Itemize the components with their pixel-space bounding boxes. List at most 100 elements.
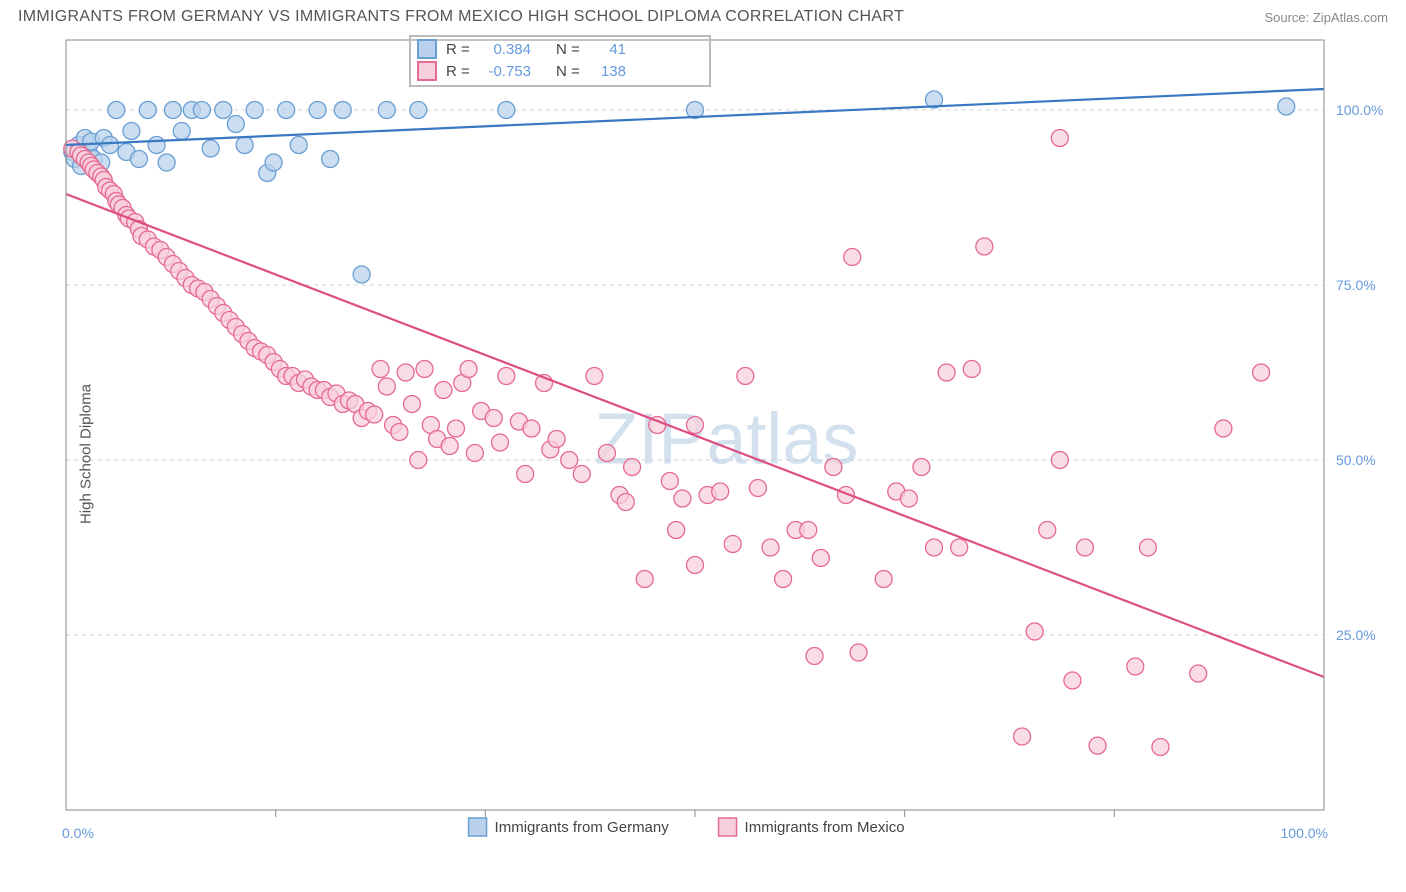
scatter-point bbox=[598, 445, 615, 462]
legend-swatch bbox=[719, 818, 737, 836]
scatter-point bbox=[148, 137, 165, 154]
scatter-point bbox=[1039, 522, 1056, 539]
scatter-point bbox=[1026, 623, 1043, 640]
scatter-point bbox=[749, 480, 766, 497]
scatter-point bbox=[913, 459, 930, 476]
scatter-point bbox=[485, 410, 502, 427]
legend-r-value: -0.753 bbox=[488, 63, 531, 80]
y-tick-label: 25.0% bbox=[1336, 627, 1376, 643]
legend-series-label: Immigrants from Germany bbox=[495, 819, 670, 836]
legend-swatch bbox=[469, 818, 487, 836]
scatter-point bbox=[775, 571, 792, 588]
scatter-point bbox=[164, 102, 181, 119]
scatter-point bbox=[1190, 665, 1207, 682]
scatter-point bbox=[215, 102, 232, 119]
correlation-chart: 25.0%50.0%75.0%100.0%ZIPatlas0.0%100.0%R… bbox=[18, 34, 1388, 874]
scatter-point bbox=[466, 445, 483, 462]
scatter-point bbox=[1152, 739, 1169, 756]
scatter-point bbox=[290, 137, 307, 154]
scatter-point bbox=[668, 522, 685, 539]
scatter-point bbox=[202, 140, 219, 157]
scatter-point bbox=[372, 361, 389, 378]
scatter-point bbox=[1139, 539, 1156, 556]
scatter-point bbox=[236, 137, 253, 154]
scatter-point bbox=[416, 361, 433, 378]
scatter-point bbox=[687, 417, 704, 434]
scatter-point bbox=[193, 102, 210, 119]
legend-n-label: N = bbox=[556, 41, 580, 58]
scatter-point bbox=[938, 364, 955, 381]
scatter-point bbox=[130, 151, 147, 168]
chart-title: IMMIGRANTS FROM GERMANY VS IMMIGRANTS FR… bbox=[18, 8, 904, 26]
scatter-point bbox=[1014, 728, 1031, 745]
scatter-point bbox=[850, 644, 867, 661]
scatter-point bbox=[963, 361, 980, 378]
scatter-point bbox=[410, 102, 427, 119]
scatter-point bbox=[1127, 658, 1144, 675]
scatter-point bbox=[378, 378, 395, 395]
scatter-point bbox=[410, 452, 427, 469]
x-tick-label: 0.0% bbox=[62, 825, 94, 841]
scatter-point bbox=[498, 102, 515, 119]
stats-legend: R =0.384N =41R =-0.753N =138 bbox=[410, 36, 710, 86]
scatter-point bbox=[548, 431, 565, 448]
scatter-point bbox=[498, 368, 515, 385]
scatter-point bbox=[900, 490, 917, 507]
scatter-point bbox=[309, 102, 326, 119]
scatter-point bbox=[951, 539, 968, 556]
scatter-point bbox=[108, 102, 125, 119]
scatter-point bbox=[737, 368, 754, 385]
scatter-point bbox=[460, 361, 477, 378]
scatter-point bbox=[378, 102, 395, 119]
scatter-point bbox=[573, 466, 590, 483]
legend-n-value: 138 bbox=[601, 63, 626, 80]
scatter-point bbox=[1051, 130, 1068, 147]
scatter-point bbox=[334, 102, 351, 119]
scatter-point bbox=[687, 557, 704, 574]
legend-swatch bbox=[418, 62, 436, 80]
scatter-point bbox=[102, 137, 119, 154]
x-tick-label: 100.0% bbox=[1281, 825, 1328, 841]
scatter-point bbox=[661, 473, 678, 490]
scatter-point bbox=[447, 420, 464, 437]
scatter-point bbox=[246, 102, 263, 119]
scatter-point bbox=[158, 154, 175, 171]
scatter-point bbox=[636, 571, 653, 588]
scatter-point bbox=[976, 238, 993, 255]
scatter-point bbox=[1064, 672, 1081, 689]
scatter-point bbox=[617, 494, 634, 511]
scatter-point bbox=[1089, 737, 1106, 754]
scatter-point bbox=[353, 266, 370, 283]
scatter-point bbox=[322, 151, 339, 168]
scatter-point bbox=[1253, 364, 1270, 381]
scatter-point bbox=[517, 466, 534, 483]
scatter-point bbox=[1278, 98, 1295, 115]
y-tick-label: 100.0% bbox=[1336, 102, 1383, 118]
scatter-point bbox=[712, 483, 729, 500]
scatter-point bbox=[123, 123, 140, 140]
y-tick-label: 50.0% bbox=[1336, 452, 1376, 468]
scatter-point bbox=[435, 382, 452, 399]
scatter-point bbox=[762, 539, 779, 556]
scatter-point bbox=[926, 539, 943, 556]
scatter-point bbox=[139, 102, 156, 119]
source-label: Source: ZipAtlas.com bbox=[1264, 10, 1388, 25]
legend-r-label: R = bbox=[446, 41, 470, 58]
scatter-point bbox=[1051, 452, 1068, 469]
scatter-point bbox=[278, 102, 295, 119]
scatter-point bbox=[624, 459, 641, 476]
scatter-point bbox=[523, 420, 540, 437]
y-tick-label: 75.0% bbox=[1336, 277, 1376, 293]
scatter-point bbox=[173, 123, 190, 140]
legend-r-value: 0.384 bbox=[493, 41, 531, 58]
scatter-point bbox=[441, 438, 458, 455]
scatter-point bbox=[397, 364, 414, 381]
scatter-point bbox=[674, 490, 691, 507]
scatter-point bbox=[825, 459, 842, 476]
legend-n-value: 41 bbox=[609, 41, 626, 58]
legend-n-label: N = bbox=[556, 63, 580, 80]
trend-line bbox=[66, 194, 1324, 677]
scatter-point bbox=[586, 368, 603, 385]
scatter-point bbox=[227, 116, 244, 133]
scatter-point bbox=[391, 424, 408, 441]
